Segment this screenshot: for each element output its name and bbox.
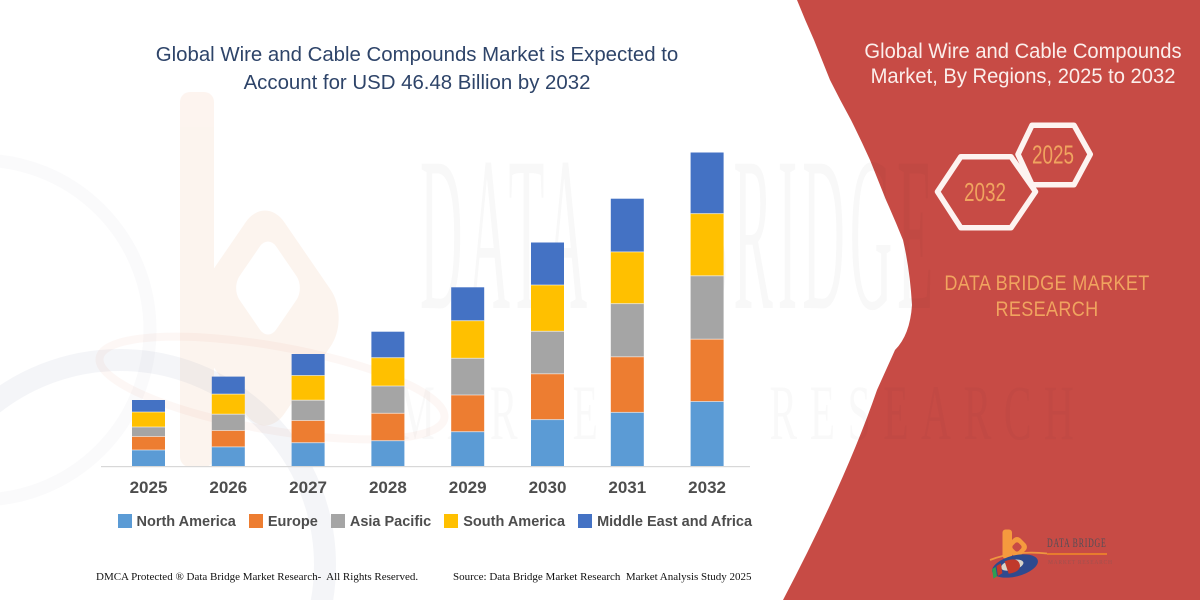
svg-text:MARKET RESEARCH: MARKET RESEARCH (398, 369, 1087, 456)
svg-text:2025: 2025 (1032, 140, 1074, 170)
svg-text:2032: 2032 (964, 177, 1006, 207)
svg-text:DATA BRIDGE: DATA BRIDGE (420, 111, 938, 356)
